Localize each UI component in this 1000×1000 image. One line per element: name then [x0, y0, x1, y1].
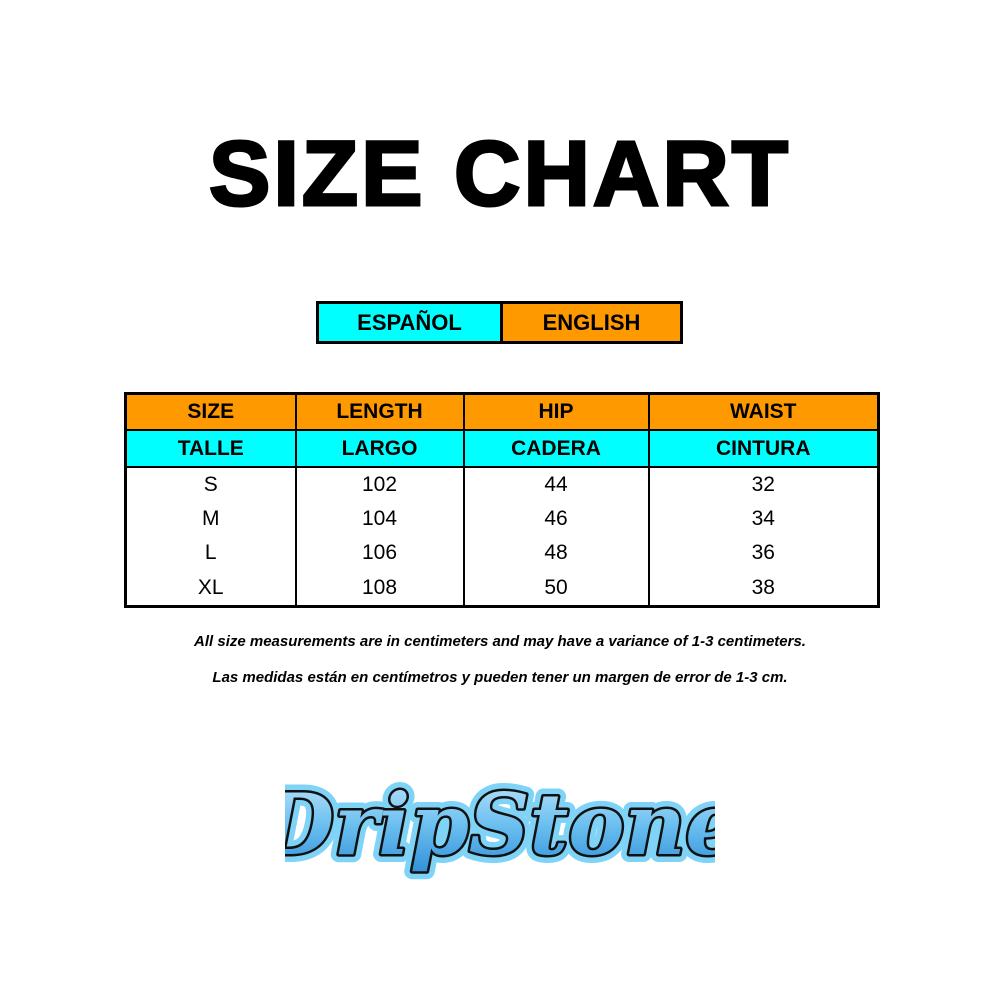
cell: 34	[647, 502, 879, 537]
cell: 102	[294, 466, 464, 502]
header-cell: TALLE	[125, 430, 296, 468]
header-cell: SIZE	[125, 393, 296, 432]
cell: 32	[647, 466, 879, 502]
header-cell: CADERA	[462, 430, 649, 468]
cell: 44	[462, 466, 649, 502]
cell: 36	[647, 536, 879, 571]
table-row: M 104 46 34	[126, 502, 879, 537]
cell: 46	[462, 502, 649, 537]
header-cell: LENGTH	[294, 393, 464, 432]
logo-glow: DripStone	[285, 775, 715, 874]
header-cell: HIP	[462, 393, 649, 432]
header-cell: WAIST	[647, 393, 879, 432]
cell: 106	[294, 536, 464, 571]
legend-english: ENGLISH	[503, 304, 680, 341]
cell: 50	[462, 570, 649, 607]
table-row: XL 108 50 38	[126, 570, 879, 607]
cell: M	[202, 507, 220, 531]
table-row: S 102 44 32	[126, 466, 879, 502]
header-cell: CINTURA	[647, 430, 879, 468]
cell: 38	[647, 570, 879, 607]
cell: 108	[294, 570, 464, 607]
size-table: SIZE LENGTH HIP WAIST TALLE LARGO CADERA…	[124, 392, 880, 608]
note-english: All size measurements are in centimeters…	[194, 633, 806, 650]
logo-text: DripStone	[285, 775, 715, 874]
legend-spanish: ESPAÑOL	[319, 304, 503, 341]
header-row-english: SIZE LENGTH HIP WAIST	[125, 393, 879, 432]
header-row-spanish: TALLE LARGO CADERA CINTURA	[125, 430, 879, 468]
language-legend: ESPAÑOL ENGLISH	[316, 301, 683, 344]
cell: 104	[294, 502, 464, 537]
note-spanish: Las medidas están en centímetros y puede…	[212, 669, 788, 686]
dripstone-logo: DripStone DripStone	[285, 767, 715, 882]
cell: 48	[462, 536, 649, 571]
table-row: L 106 48 36	[126, 536, 879, 571]
cell: S	[203, 472, 218, 496]
header-cell: LARGO	[294, 430, 464, 468]
cell: L	[204, 541, 217, 565]
cell: XL	[197, 575, 224, 599]
page-title: SIZE CHART	[208, 122, 791, 227]
